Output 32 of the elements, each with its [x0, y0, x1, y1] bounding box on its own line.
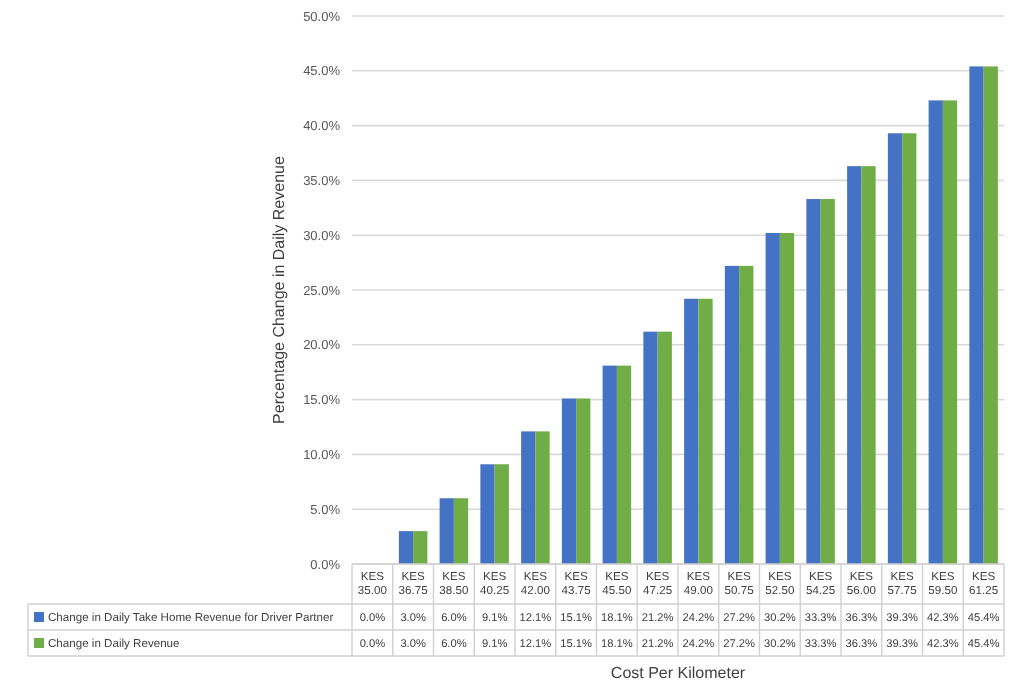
x-axis-title: Cost Per Kilometer — [610, 664, 746, 680]
bar — [806, 199, 821, 564]
bar — [413, 531, 428, 564]
bar — [521, 431, 536, 564]
bar — [684, 298, 699, 564]
bar — [398, 531, 414, 564]
bar — [576, 398, 591, 564]
bar — [847, 166, 862, 564]
bar — [724, 265, 740, 564]
bar — [480, 464, 495, 564]
bar — [602, 365, 617, 564]
bar — [439, 498, 454, 564]
bar — [902, 133, 917, 564]
bar — [820, 199, 835, 564]
bar — [861, 166, 876, 564]
bar — [643, 331, 658, 564]
bar — [983, 66, 998, 564]
bar — [887, 133, 903, 564]
bar — [453, 498, 469, 564]
bar — [657, 331, 672, 564]
y-axis-title: Percentage Change in Daily Revenue — [270, 155, 288, 424]
bar — [494, 464, 509, 564]
bar — [765, 233, 780, 564]
bar — [535, 431, 550, 564]
bar — [779, 233, 795, 564]
bar — [942, 100, 958, 564]
bar — [969, 66, 984, 564]
bar — [698, 298, 713, 564]
bar — [928, 100, 943, 564]
bar — [561, 398, 577, 564]
bar — [616, 365, 632, 564]
bar — [739, 265, 754, 564]
